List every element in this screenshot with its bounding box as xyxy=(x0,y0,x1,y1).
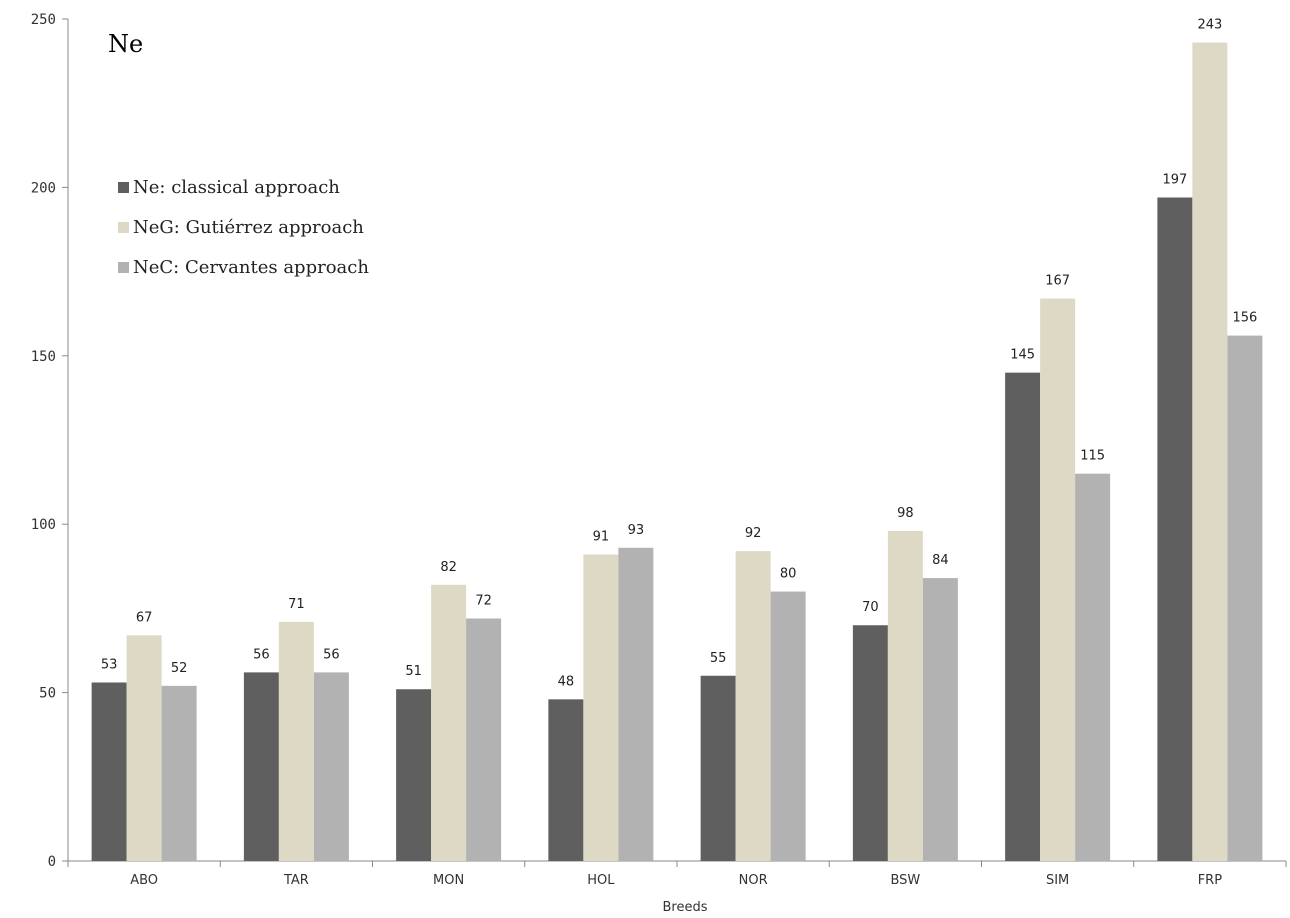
legend: Ne: classical approach NeG: Gutiérrez app… xyxy=(118,177,369,278)
axes: 0 50 100 150 200 250 ABO TAR MON HOL NOR BSW SIM FRP xyxy=(31,12,1287,888)
bar xyxy=(548,699,584,861)
legend-swatch xyxy=(118,182,129,193)
data-label: 167 xyxy=(1045,274,1070,289)
x-tick-label: ABO xyxy=(130,873,158,888)
legend-label: NeG: Gutiérrez approach xyxy=(133,217,364,238)
data-label: 71 xyxy=(288,597,305,612)
bar xyxy=(618,547,654,861)
data-label: 56 xyxy=(253,647,270,662)
chart-title: Ne xyxy=(108,30,143,58)
x-tick-label: BSW xyxy=(890,873,920,888)
bar xyxy=(91,682,127,861)
data-label: 55 xyxy=(710,651,727,666)
bar xyxy=(887,530,923,861)
bar xyxy=(700,675,736,861)
bar xyxy=(1157,197,1193,861)
bar xyxy=(1040,298,1076,861)
bar xyxy=(161,685,197,861)
data-label: 52 xyxy=(171,661,188,676)
y-tick-label: 200 xyxy=(31,180,56,196)
legend-swatch xyxy=(118,222,129,233)
y-tick-label: 250 xyxy=(31,12,56,28)
bar xyxy=(278,621,314,861)
y-tick-label: 100 xyxy=(31,517,56,533)
data-label: 145 xyxy=(1010,348,1035,363)
bar xyxy=(431,584,467,861)
data-labels: 53 67 52 56 71 56 51 82 72 48 91 93 55 92 80 70 98 84 145 1… xyxy=(101,18,1257,690)
y-tick-label: 50 xyxy=(39,686,56,702)
data-label: 156 xyxy=(1232,311,1257,326)
bar xyxy=(1227,335,1263,861)
bar xyxy=(1005,372,1041,861)
bar xyxy=(735,551,771,861)
data-label: 48 xyxy=(558,674,575,689)
bar xyxy=(1075,473,1111,861)
y-tick-label: 0 xyxy=(48,854,56,870)
x-tick-label: TAR xyxy=(283,873,309,888)
x-axis-title: Breeds xyxy=(663,900,708,915)
bar xyxy=(313,672,349,861)
data-label: 92 xyxy=(745,526,762,541)
bar xyxy=(1192,42,1228,862)
data-label: 72 xyxy=(475,594,492,609)
bar xyxy=(243,672,279,861)
bar xyxy=(852,625,888,861)
data-label: 84 xyxy=(932,553,949,568)
data-label: 53 xyxy=(101,657,118,672)
data-label: 115 xyxy=(1080,449,1105,464)
bar xyxy=(583,554,619,861)
x-tick-label: HOL xyxy=(587,873,615,888)
bar xyxy=(126,635,162,861)
x-tick-label: NOR xyxy=(739,873,768,888)
data-label: 51 xyxy=(405,664,422,679)
data-label: 67 xyxy=(136,610,153,625)
legend-swatch xyxy=(118,262,129,273)
legend-label: Ne: classical approach xyxy=(133,177,340,198)
bar xyxy=(922,578,958,861)
data-label: 70 xyxy=(862,600,879,615)
legend-label: NeC: Cervantes approach xyxy=(133,257,369,278)
bars xyxy=(91,42,1263,862)
data-label: 197 xyxy=(1162,173,1187,188)
bar xyxy=(466,618,502,861)
data-label: 98 xyxy=(897,506,914,521)
bar xyxy=(396,689,432,861)
data-label: 243 xyxy=(1197,18,1222,33)
data-label: 93 xyxy=(628,523,645,538)
y-tick-label: 150 xyxy=(31,349,56,365)
data-label: 80 xyxy=(780,567,797,582)
data-label: 91 xyxy=(593,530,610,545)
bar xyxy=(770,591,806,861)
x-tick-label: FRP xyxy=(1198,873,1223,888)
data-label: 56 xyxy=(323,647,340,662)
data-label: 82 xyxy=(440,560,457,575)
x-tick-label: MON xyxy=(433,873,464,888)
x-tick-label: SIM xyxy=(1046,873,1069,888)
